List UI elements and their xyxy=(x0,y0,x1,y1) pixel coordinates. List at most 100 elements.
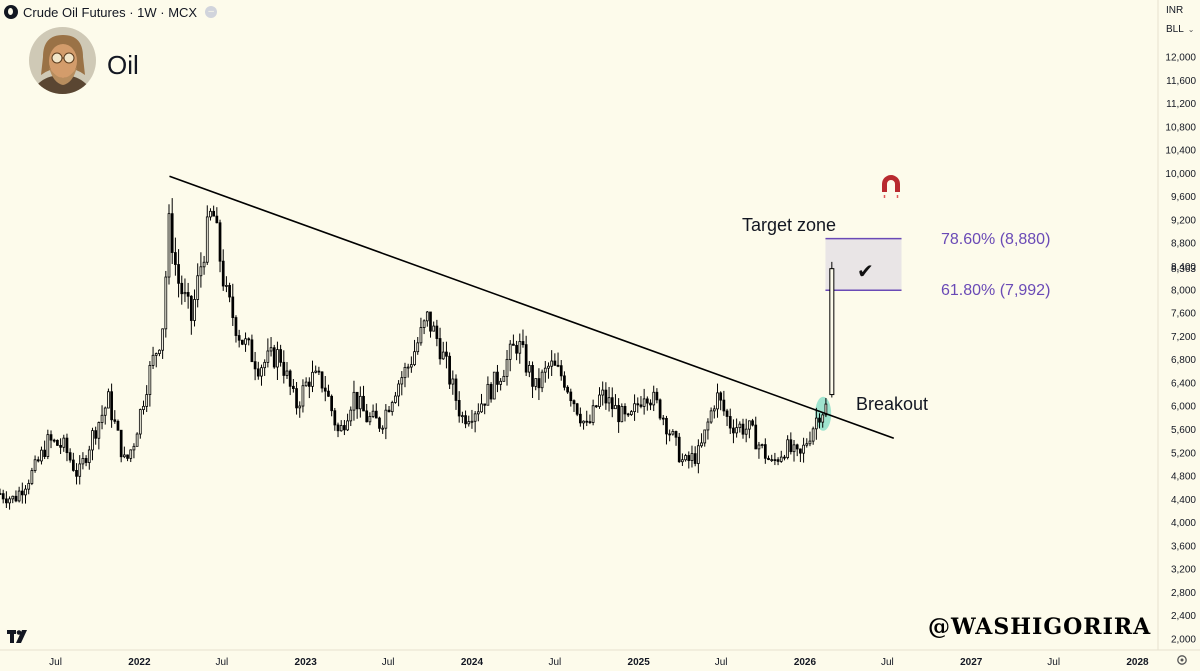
candle-body xyxy=(521,341,525,346)
tradingview-logo-icon[interactable] xyxy=(7,630,31,644)
candle-body xyxy=(240,339,244,345)
candle-body xyxy=(413,351,416,366)
candle-body xyxy=(298,405,302,409)
candle-body xyxy=(167,213,171,278)
candle-body xyxy=(43,449,47,457)
candle-body xyxy=(614,405,617,410)
candle-body xyxy=(527,365,531,373)
unit-button[interactable]: BLL ⌄ xyxy=(1163,21,1199,37)
candle-body xyxy=(65,437,69,454)
candle-body xyxy=(642,398,646,407)
candle-body xyxy=(346,420,349,431)
candle-body xyxy=(684,455,687,461)
candle-body xyxy=(14,495,18,502)
magnet-icon[interactable] xyxy=(879,174,903,200)
candle-body xyxy=(78,463,82,477)
y-tick-label: 6,800 xyxy=(1171,355,1196,366)
candle-body xyxy=(550,360,554,367)
candle-body xyxy=(276,349,279,368)
y-tick-label: 8,800 xyxy=(1171,239,1196,250)
candle-body xyxy=(107,391,110,409)
candle-body xyxy=(27,483,31,490)
y-tick-label: 8,400 xyxy=(1171,262,1196,273)
candle-body xyxy=(288,370,292,387)
gear-icon[interactable] xyxy=(1176,654,1188,666)
candle-body xyxy=(741,423,745,435)
candle-body xyxy=(760,444,764,447)
candle-body xyxy=(783,456,786,459)
candle-body xyxy=(767,457,770,461)
candle-body xyxy=(1,493,5,500)
candle-body xyxy=(757,444,761,450)
target-zone-label: Target zone xyxy=(742,215,837,235)
candle-body xyxy=(205,216,209,263)
x-tick-label: 2025 xyxy=(628,657,651,668)
candle-body xyxy=(480,403,483,413)
candle-body xyxy=(486,383,490,406)
candle-body xyxy=(563,375,566,388)
candle-body xyxy=(690,453,694,461)
candle-body xyxy=(154,353,158,356)
symbol-header[interactable]: Crude Oil Futures · 1W · MCX – xyxy=(4,3,218,21)
candle-body xyxy=(786,439,789,458)
candle-body xyxy=(358,395,362,410)
candle-body xyxy=(483,403,487,406)
candle-body xyxy=(362,395,365,412)
candle-body xyxy=(677,436,681,463)
candle-body xyxy=(406,366,410,369)
candle-body xyxy=(492,371,496,400)
candle-body xyxy=(470,420,474,423)
x-tick-label: 2026 xyxy=(794,657,817,668)
collapse-icon[interactable]: – xyxy=(205,6,218,18)
breakout-label: Breakout xyxy=(856,394,929,414)
candle-body xyxy=(454,378,458,401)
candle-body xyxy=(814,417,818,430)
candle-body xyxy=(209,210,212,218)
candle-body xyxy=(349,409,353,422)
candle-body xyxy=(381,427,385,430)
candle-body xyxy=(751,420,754,426)
y-tick-label: 2,000 xyxy=(1171,635,1196,646)
candle-body xyxy=(744,428,748,435)
candle-body xyxy=(588,421,592,424)
candle-body xyxy=(722,399,726,412)
candle-body xyxy=(151,354,155,366)
candle-body xyxy=(20,490,24,496)
candle-body xyxy=(821,414,825,423)
candle-body xyxy=(630,411,633,416)
x-tick-label: 2023 xyxy=(295,657,318,668)
candle-body xyxy=(234,317,238,336)
check-icon: ✔ xyxy=(857,261,874,283)
candle-body xyxy=(314,370,318,373)
target-zone-layer xyxy=(815,237,902,431)
y-tick-label: 7,600 xyxy=(1171,309,1196,320)
currency-label: INR xyxy=(1166,4,1184,16)
candle-body xyxy=(148,365,152,395)
candle-body xyxy=(515,344,518,354)
candle-body xyxy=(445,351,448,357)
y-tick-label: 9,200 xyxy=(1171,215,1196,226)
avatar-name: Oil xyxy=(107,50,139,80)
y-tick-label: 3,200 xyxy=(1171,565,1196,576)
candle-body xyxy=(282,361,286,376)
avatar xyxy=(29,27,96,94)
y-tick-label: 12,000 xyxy=(1165,53,1196,64)
candle-body xyxy=(177,264,180,284)
x-tick-label: Jul xyxy=(548,657,561,668)
candle-body xyxy=(97,422,101,439)
candle-body xyxy=(24,488,27,496)
candle-body xyxy=(467,421,471,425)
candle-body xyxy=(330,395,333,412)
currency-button[interactable]: INR xyxy=(1163,2,1199,18)
candle-body xyxy=(633,403,636,413)
candle-body xyxy=(301,385,305,407)
candle-body xyxy=(448,355,451,385)
candle-body xyxy=(716,392,719,410)
y-tick-label: 4,800 xyxy=(1171,472,1196,483)
y-tick-label: 10,000 xyxy=(1165,169,1196,180)
candle-body xyxy=(505,358,509,377)
candle-body xyxy=(696,445,700,464)
candle-body xyxy=(811,428,815,442)
candle-body xyxy=(569,391,573,402)
